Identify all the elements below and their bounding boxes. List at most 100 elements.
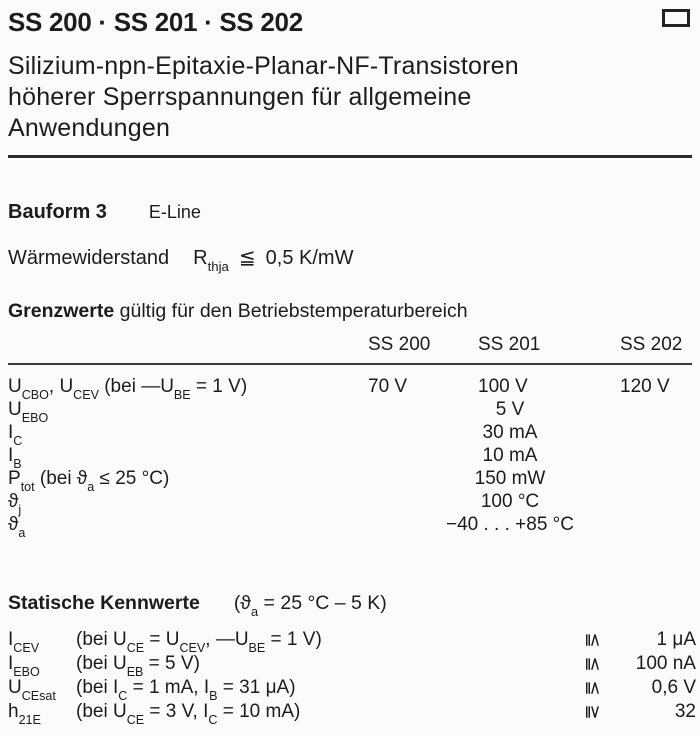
limits-row: Ptot (bei ϑa ≤ 25 °C) 150 mW [8, 467, 692, 493]
text-segment: = 10 mA) [217, 701, 301, 722]
text-segment: = 1 V) [265, 629, 322, 650]
text-segment: U [8, 399, 22, 420]
text-segment: = 1 V) [190, 376, 248, 397]
column-header-ss202: SS 202 [620, 334, 683, 355]
text-segment: (bei U [76, 629, 127, 650]
limits-heading-rest: gültig für den Betriebstemperaturbereich [119, 300, 468, 322]
row-label: ϑa [8, 513, 25, 539]
subscript: CEsat [21, 689, 56, 704]
limits-rows: UCBO, UCEV (bei —UBE = 1 V) 70 V 100 V 120 … [8, 375, 692, 539]
limits-heading: Grenzwerte gültig für den Betriebstemper… [8, 300, 692, 323]
row-label: UEBO [8, 398, 48, 424]
table-divider [8, 363, 692, 365]
row-label: ϑj [8, 490, 21, 516]
subscript: CEV [179, 641, 206, 656]
text-segment: U [8, 677, 22, 698]
static-rows: ICEV (bei UCE = UCEV, —UBE = 1 V) ≦ 1 μA IEB… [8, 628, 696, 728]
limit-value-shared: 10 mA [482, 445, 538, 466]
subscript: a [250, 604, 259, 620]
limit-value-shared: 30 mA [482, 422, 538, 443]
subscript: C [118, 689, 128, 704]
subtitle-line: Silizium-npn-Epitaxie-Planar-NF-Transist… [8, 52, 519, 80]
parameter-value: 0,6 V [651, 677, 696, 698]
limits-row: IC 30 mA [8, 421, 692, 447]
limit-value-shared: 5 V [495, 399, 525, 420]
text-segment: (bei U [76, 653, 127, 674]
text-segment: (ϑ [233, 592, 251, 614]
limits-row: UEBO 5 V [8, 398, 692, 424]
text-segment: R [193, 247, 208, 269]
static-row: IEBO (bei UEB = 5 V) ≦ 100 nA [8, 652, 696, 678]
subscript: BE [173, 388, 191, 403]
text-segment: I [8, 629, 14, 650]
parameter-value: 1 μA [656, 629, 696, 650]
test-condition: (bei IC = 1 mA, IB = 31 μA) [76, 677, 296, 702]
limit-value-shared: −40 . . . +85 °C [445, 514, 574, 535]
text-segment: h [8, 701, 19, 722]
subscript: C [13, 434, 23, 449]
parameter-symbol: UCEsat [8, 676, 76, 704]
subscript: C [208, 713, 218, 728]
column-header-ss201: SS 201 [478, 334, 541, 355]
test-condition: (bei UCE = UCEV, —UBE = 1 V) [76, 629, 322, 654]
limit-value-col2: 100 V [478, 376, 528, 397]
subscript: CE [126, 641, 145, 656]
text-segment: , U [48, 376, 74, 397]
subscript: BE [248, 641, 266, 656]
thermal-label: Wärmewiderstand [8, 247, 170, 269]
subscript: j [18, 503, 22, 518]
subtitle-line: Anwendungen [8, 114, 171, 142]
parameter-symbol: h21E [8, 700, 76, 728]
thermal-resistance-line: Wärmewiderstand Rthja ≦ 0,5 K/mW [8, 245, 692, 273]
text-segment: (bei U [76, 701, 127, 722]
limit-value-shared: 150 mW [474, 468, 546, 489]
text-segment: = 31 μA) [217, 677, 296, 698]
static-heading-bold: Statische Kennwerte [8, 592, 200, 614]
subscript: EBO [21, 411, 49, 426]
row-label: IB [8, 444, 22, 470]
text-segment: U [8, 376, 22, 397]
less-equal-sign: ≦ [238, 247, 256, 269]
limits-row: ϑa −40 . . . +85 °C [8, 513, 692, 539]
limit-value-col3: 120 V [620, 376, 670, 397]
limits-row: IB 10 mA [8, 444, 692, 470]
package-value: E-Line [148, 202, 201, 222]
static-row: ICEV (bei UCE = UCEV, —UBE = 1 V) ≦ 1 μA [8, 628, 696, 654]
text-segment: (bei —U [98, 376, 174, 397]
subtitle-line: höherer Sperrspannungen für allgemeine [8, 83, 472, 111]
text-segment: ϑ [8, 491, 19, 512]
static-row: h21E (bei UCE = 3 V, IC = 10 mA) ≧ 32 [8, 700, 696, 728]
page-subtitle: Silizium-npn-Epitaxie-Planar-NF-Transist… [8, 51, 692, 144]
page-title: SS 200 · SS 201 · SS 202 [8, 7, 303, 37]
row-label: UCBO, UCEV (bei —UBE = 1 V) [8, 375, 248, 401]
text-segment: , —U [205, 629, 249, 650]
subscript: B [13, 457, 22, 472]
header-divider [8, 155, 692, 158]
thermal-value: 0,5 K/mW [265, 247, 354, 269]
subscript: B [209, 689, 218, 704]
text-segment: = 1 mA, I [127, 677, 210, 698]
parameter-value: 32 [674, 701, 696, 722]
subscript: tot [20, 480, 35, 495]
text-segment: (bei ϑ [34, 468, 88, 489]
limits-heading-bold: Grenzwerte [8, 300, 115, 322]
text-segment: ϑ [8, 514, 19, 535]
row-label: IC [8, 421, 22, 447]
text-segment: = 3 V, I [144, 701, 209, 722]
subscript: a [18, 526, 26, 541]
parameter-symbol: IEBO [8, 652, 76, 678]
text-segment: (bei I [76, 677, 119, 698]
limits-column-headers: SS 200 SS 201 SS 202 [8, 334, 692, 358]
parameter-symbol: ICEV [8, 628, 76, 654]
subscript: 21E [18, 713, 41, 728]
test-condition: (bei UEB = 5 V) [76, 653, 200, 678]
text-segment: I [8, 445, 14, 466]
limits-row: UCBO, UCEV (bei —UBE = 1 V) 70 V 100 V 120 … [8, 375, 692, 401]
text-segment: = 5 V) [143, 653, 200, 674]
static-heading-condition: (ϑa = 25 °C – 5 K) [233, 592, 387, 618]
text-segment: P [8, 468, 21, 489]
package-line: Bauform 3 E-Line [8, 201, 692, 224]
test-condition: (bei UCE = 3 V, IC = 10 mA) [76, 701, 301, 726]
limits-row: ϑj 100 °C [8, 490, 692, 516]
